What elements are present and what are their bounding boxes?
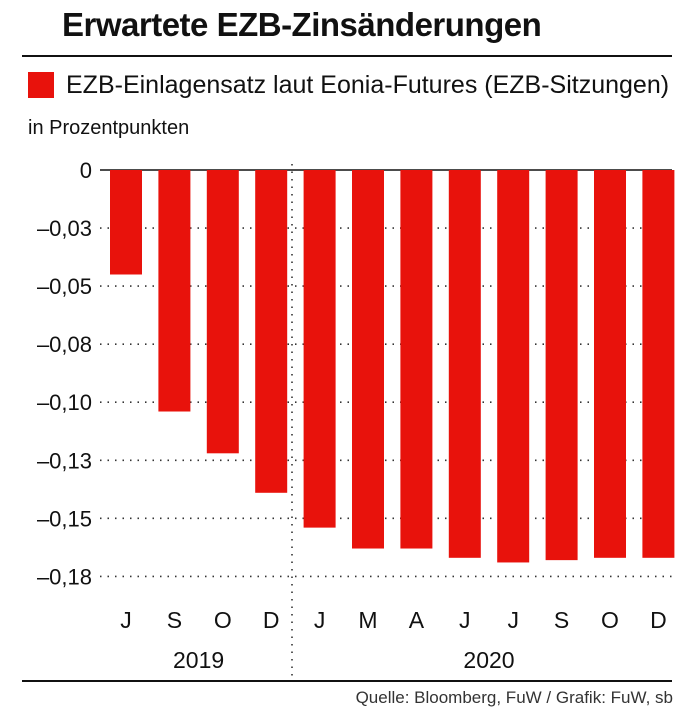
y-tick-label: –0,10 — [37, 390, 92, 415]
bar — [303, 170, 336, 528]
x-tick-label: S — [554, 607, 569, 633]
y-tick-label: 0 — [80, 158, 92, 183]
x-tick-label: J — [459, 607, 471, 633]
year-label: 2020 — [463, 647, 514, 673]
bar — [206, 170, 239, 454]
unit-label: in Prozentpunkten — [28, 117, 190, 139]
x-tick-label: M — [358, 607, 377, 633]
y-tick-label: –0,18 — [37, 564, 92, 589]
year-label: 2019 — [173, 647, 224, 673]
legend: EZB-Einlagensatz laut Eonia-Futures (EZB… — [28, 68, 669, 102]
x-tick-label: A — [409, 607, 425, 633]
x-tick-label: J — [507, 607, 519, 633]
bar — [594, 170, 626, 558]
x-tick-label: J — [314, 607, 326, 633]
bar — [545, 170, 578, 561]
y-tick-label: –0,15 — [37, 506, 92, 531]
bottom-rule — [22, 680, 672, 682]
title-rule — [22, 55, 672, 57]
bar — [110, 170, 142, 275]
chart-title: Erwartete EZB-Zinsänderungen — [62, 6, 542, 43]
x-tick-label: D — [650, 607, 667, 633]
y-tick-label: –0,05 — [37, 274, 92, 299]
x-tick-label: D — [263, 607, 280, 633]
bar — [352, 170, 384, 549]
y-tick-label: –0,03 — [37, 216, 92, 241]
bar — [158, 170, 191, 412]
y-tick-label: –0,08 — [37, 332, 92, 357]
legend-swatch — [28, 72, 54, 98]
bar — [448, 170, 481, 558]
bar — [642, 170, 675, 558]
source-note: Quelle: Bloomberg, FuW / Grafik: FuW, sb — [355, 688, 673, 707]
x-tick-label: O — [601, 607, 619, 633]
bar — [497, 170, 530, 563]
bar — [400, 170, 433, 549]
y-tick-label: –0,13 — [37, 448, 92, 473]
x-tick-label: J — [120, 607, 132, 633]
x-tick-label: O — [214, 607, 232, 633]
legend-label: EZB-Einlagensatz laut Eonia-Futures (EZB… — [66, 70, 670, 99]
bar — [255, 170, 288, 493]
x-tick-label: S — [167, 607, 182, 633]
